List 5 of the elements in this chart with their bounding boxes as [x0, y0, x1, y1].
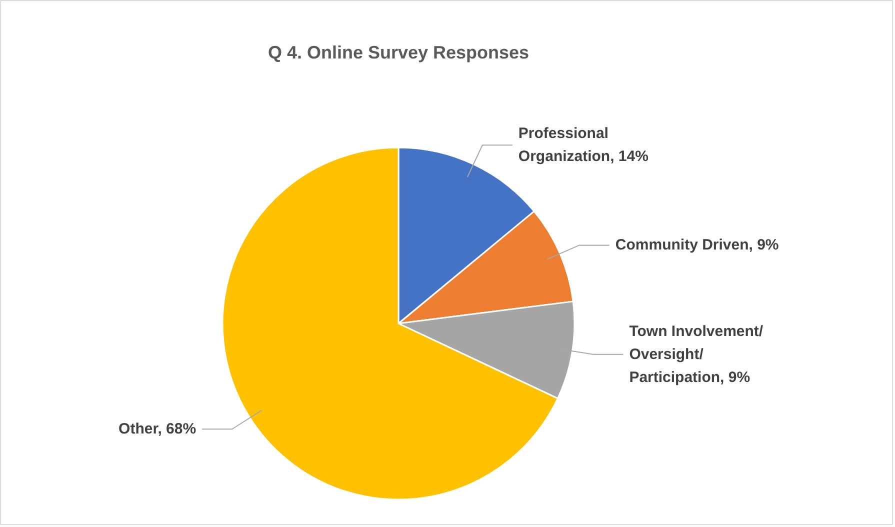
slice-label: Town Involvement/Oversight/Participation, 9%: [629, 322, 764, 386]
slice-label: Community Driven, 9%: [615, 236, 779, 254]
slice-label: Other, 68%: [118, 420, 196, 438]
chart-title: Q 4. Online Survey Responses: [268, 42, 530, 62]
slice-label: Professional Organization, 14%: [518, 125, 648, 166]
